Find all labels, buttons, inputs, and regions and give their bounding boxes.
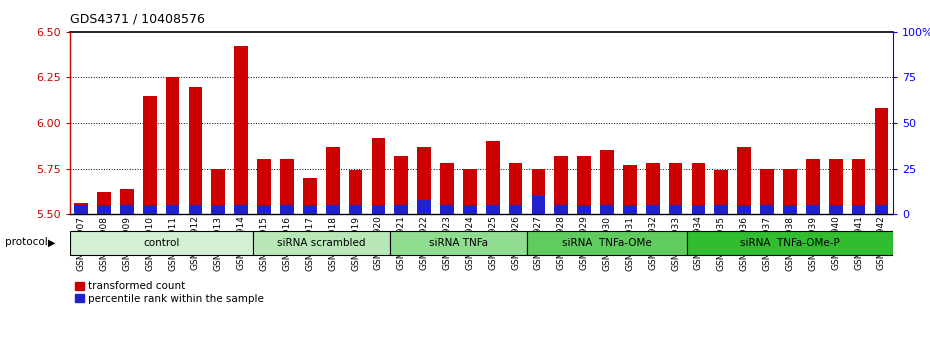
Bar	[714, 170, 728, 214]
Text: siRNA scrambled: siRNA scrambled	[277, 238, 365, 248]
Bar	[189, 205, 203, 214]
Bar	[189, 86, 203, 214]
Bar	[349, 205, 363, 214]
Bar	[527, 232, 687, 255]
Bar	[97, 192, 111, 214]
Bar	[463, 205, 477, 214]
Bar	[623, 205, 637, 214]
Bar	[669, 163, 683, 214]
Bar	[874, 108, 888, 214]
Bar	[258, 205, 271, 214]
Bar	[578, 156, 591, 214]
Bar	[390, 232, 527, 255]
Bar	[554, 156, 568, 214]
Bar	[303, 205, 316, 214]
Bar	[143, 205, 156, 214]
Bar	[714, 205, 728, 214]
Bar	[645, 163, 659, 214]
Legend: transformed count, percentile rank within the sample: transformed count, percentile rank withi…	[75, 281, 264, 304]
Bar	[166, 78, 179, 214]
Bar	[600, 150, 614, 214]
Bar	[532, 169, 545, 214]
Bar	[737, 147, 751, 214]
Bar	[253, 232, 390, 255]
Bar	[280, 159, 294, 214]
Bar	[120, 205, 134, 214]
Bar	[806, 159, 819, 214]
Bar	[874, 205, 888, 214]
Bar	[211, 205, 225, 214]
Bar	[234, 205, 248, 214]
Bar	[74, 203, 88, 214]
Bar	[70, 232, 253, 255]
Bar	[143, 96, 156, 214]
Bar	[463, 169, 477, 214]
Bar	[394, 156, 408, 214]
Bar	[326, 205, 339, 214]
Bar	[760, 169, 774, 214]
Bar	[371, 205, 385, 214]
Text: GDS4371 / 10408576: GDS4371 / 10408576	[70, 12, 205, 25]
Text: control: control	[143, 238, 179, 248]
Bar	[692, 163, 705, 214]
Bar	[578, 205, 591, 214]
Bar	[485, 205, 499, 214]
Bar	[120, 189, 134, 214]
Text: protocol: protocol	[5, 238, 47, 247]
Bar	[97, 205, 111, 214]
Bar	[692, 205, 705, 214]
Bar	[74, 205, 88, 214]
Bar	[852, 159, 865, 214]
Bar	[829, 159, 843, 214]
Bar	[303, 178, 316, 214]
Text: siRNA TNFa: siRNA TNFa	[429, 238, 488, 248]
Bar	[829, 205, 843, 214]
Bar	[509, 205, 523, 214]
Bar	[645, 205, 659, 214]
Text: siRNA  TNFa-OMe: siRNA TNFa-OMe	[562, 238, 652, 248]
Bar	[418, 200, 431, 214]
Bar	[166, 205, 179, 214]
Bar	[371, 138, 385, 214]
Text: ▶: ▶	[48, 238, 56, 247]
Bar	[509, 163, 523, 214]
Bar	[783, 205, 797, 214]
Bar	[394, 205, 408, 214]
Bar	[258, 159, 271, 214]
Bar	[440, 163, 454, 214]
Bar	[554, 205, 568, 214]
Bar	[687, 232, 893, 255]
Bar	[440, 205, 454, 214]
Bar	[326, 147, 339, 214]
Text: siRNA  TNFa-OMe-P: siRNA TNFa-OMe-P	[740, 238, 840, 248]
Bar	[852, 205, 865, 214]
Bar	[280, 205, 294, 214]
Bar	[234, 46, 248, 214]
Bar	[737, 205, 751, 214]
Bar	[485, 141, 499, 214]
Bar	[783, 169, 797, 214]
Bar	[418, 147, 431, 214]
Bar	[600, 205, 614, 214]
Bar	[806, 205, 819, 214]
Bar	[532, 196, 545, 214]
Bar	[669, 205, 683, 214]
Bar	[349, 170, 363, 214]
Bar	[211, 169, 225, 214]
Bar	[760, 205, 774, 214]
Bar	[623, 165, 637, 214]
